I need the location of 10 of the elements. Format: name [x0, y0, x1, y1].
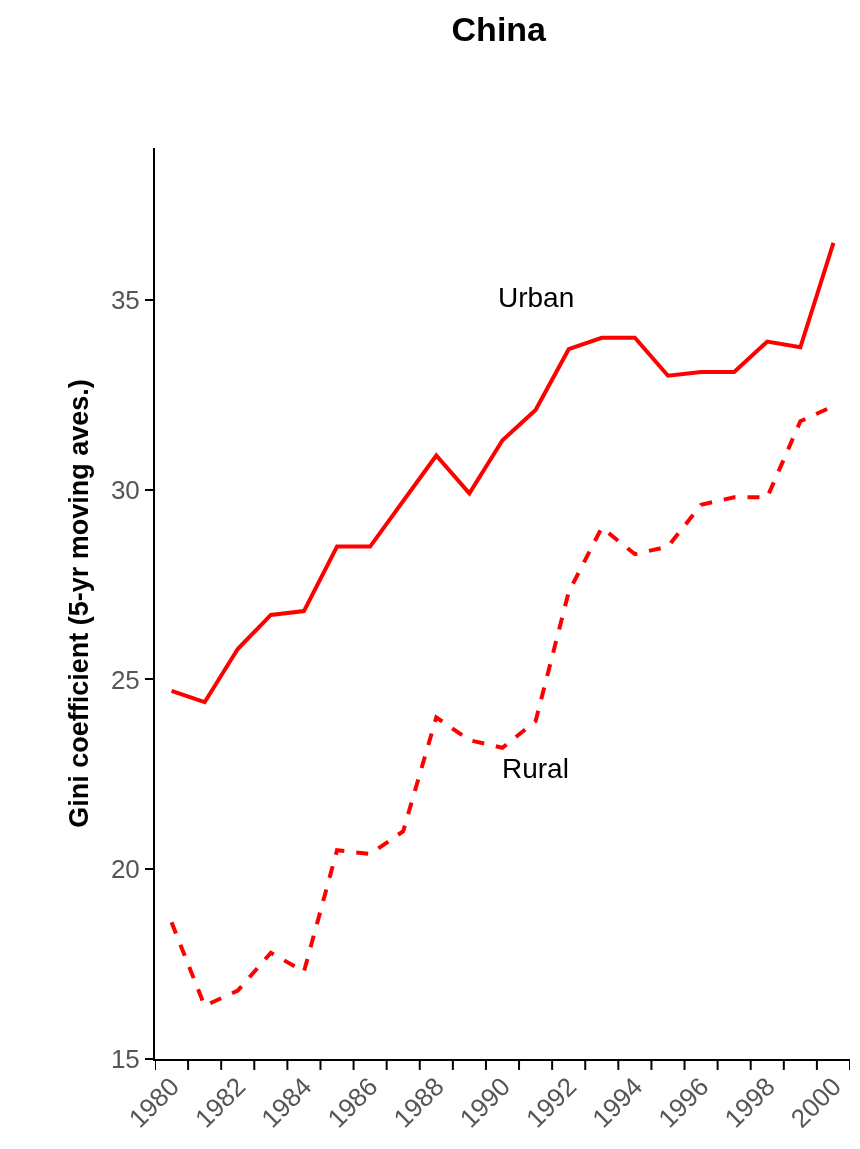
- y-tick-label: 35: [110, 284, 140, 315]
- y-tick-label: 15: [110, 1044, 140, 1075]
- y-axis-title: Gini coefficient (5-yr moving aves.): [64, 379, 95, 828]
- y-tick-label: 25: [110, 664, 140, 695]
- y-tick-label: 30: [110, 474, 140, 505]
- series-label: Rural: [502, 753, 569, 784]
- line-series: [169, 240, 836, 705]
- y-tick-label: 20: [110, 854, 140, 885]
- chart-title: China: [451, 10, 548, 49]
- series-label: Urban: [498, 282, 575, 313]
